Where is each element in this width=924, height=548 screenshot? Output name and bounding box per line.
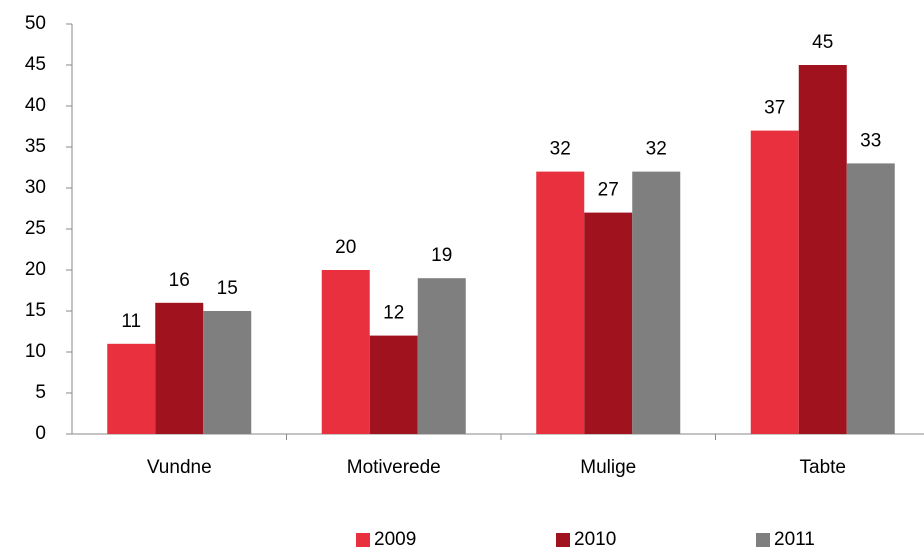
y-tick-label: 0 [35, 423, 46, 444]
data-label: 33 [860, 130, 881, 151]
data-label: 32 [550, 139, 571, 160]
data-label: 16 [169, 270, 190, 291]
x-tick-label: Tabte [800, 457, 846, 478]
bar [798, 65, 847, 434]
data-label: 19 [431, 245, 452, 266]
data-label: 37 [764, 98, 785, 119]
data-label: 20 [335, 237, 356, 258]
data-label: 11 [121, 311, 141, 332]
x-tick-label: Vundne [147, 457, 212, 478]
y-tick-label: 10 [25, 341, 46, 362]
legend-swatch [556, 533, 570, 547]
y-tick-label: 5 [35, 382, 46, 403]
legend-swatch [356, 533, 370, 547]
bar [369, 335, 418, 434]
y-tick-label: 25 [25, 218, 46, 239]
bar [750, 130, 799, 434]
data-label: 32 [646, 139, 667, 160]
bar [321, 270, 370, 434]
bar [536, 171, 585, 434]
y-tick-label: 40 [25, 95, 46, 116]
data-label: 15 [217, 278, 238, 299]
y-tick-label: 20 [25, 259, 46, 280]
data-label: 12 [383, 303, 404, 324]
y-tick-label: 50 [25, 13, 46, 34]
y-tick-label: 45 [25, 54, 46, 75]
legend-label: 2010 [574, 529, 616, 548]
legend-label: 2009 [374, 529, 416, 548]
y-tick-label: 35 [25, 136, 46, 157]
x-tick-label: Mulige [580, 457, 636, 478]
y-tick-label: 30 [25, 177, 46, 198]
bar [155, 302, 204, 434]
legend-label: 2011 [774, 529, 815, 548]
bar [632, 171, 681, 434]
bar [107, 343, 156, 434]
bar [584, 212, 633, 434]
data-label: 45 [812, 32, 833, 53]
data-label: 27 [598, 180, 619, 201]
legend-swatch [756, 533, 770, 547]
bar [417, 278, 466, 434]
x-tick-label: Motiverede [347, 457, 441, 478]
y-tick-label: 15 [25, 300, 46, 321]
bar [203, 311, 252, 434]
bar [846, 163, 895, 434]
